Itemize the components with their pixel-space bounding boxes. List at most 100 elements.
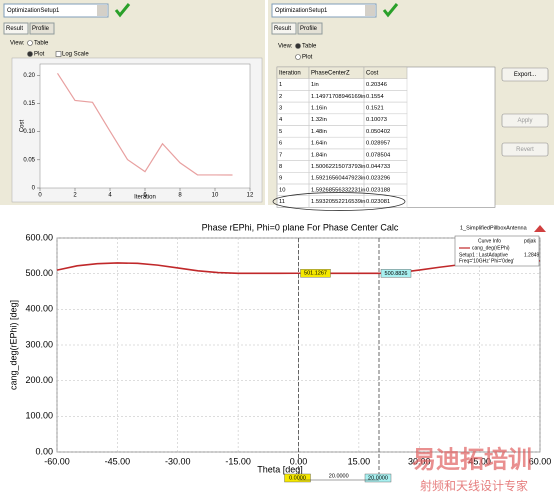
dropdown-arrow[interactable] — [365, 5, 375, 16]
cell — [363, 195, 408, 208]
dropdown[interactable] — [3, 3, 109, 18]
view-label: View: — [10, 41, 25, 47]
check-icon[interactable] — [114, 3, 131, 18]
legend-box — [454, 235, 540, 267]
y-tick-label: 300.00 — [25, 339, 53, 349]
y-tick-label: 600.00 — [25, 232, 53, 242]
cell-text: 0.044733 — [366, 164, 390, 170]
watermark-brand: 易迪拓培训 — [412, 445, 532, 473]
cell-text: 11 — [279, 199, 285, 205]
check-icon[interactable] — [382, 3, 399, 18]
highlight-ring — [272, 192, 406, 211]
y-tick-label: 100.00 — [25, 411, 53, 421]
cell-text: 4 — [279, 117, 283, 123]
dropdown-arrow[interactable] — [97, 5, 107, 16]
button-label: Apply — [517, 118, 532, 124]
option-label: Log Scale — [62, 52, 89, 58]
cell-text: 1.14971708946169in — [311, 94, 365, 100]
tab-label: Profile — [32, 26, 50, 32]
header-text: PhaseCenterZ — [311, 70, 350, 76]
delta-label: 20.0000 — [329, 473, 349, 479]
radio[interactable] — [27, 40, 33, 46]
header-text: Cost — [366, 70, 379, 76]
x-axis-label: Iteration — [134, 195, 156, 201]
cell-text: 0.028957 — [366, 141, 390, 147]
marker-x-box — [364, 473, 392, 483]
x-tick-label: 60.00 — [529, 456, 552, 466]
x-tick-label: 8 — [178, 193, 182, 199]
tab[interactable] — [3, 22, 29, 35]
x-tick-label: 15.00 — [348, 456, 371, 466]
cell-text: 1.64in — [311, 141, 327, 147]
cell-text: 2 — [279, 94, 282, 100]
cell-text: 1.59268556332231in — [311, 187, 365, 193]
cell-text: 0.20346 — [366, 82, 387, 88]
cell-text: 0.1554 — [366, 94, 385, 100]
radio[interactable] — [295, 54, 301, 60]
tab[interactable] — [271, 22, 297, 35]
legend-curve: cang_deg(rEPhi) — [472, 245, 510, 251]
cell-text: 1.59320552216539in — [311, 199, 365, 205]
cell-text: 9 — [279, 176, 282, 182]
cell-text: 0.023296 — [366, 176, 390, 182]
cell-text: 1.16in — [311, 105, 327, 111]
x-tick-label: 4 — [108, 193, 112, 199]
marker-value: 501.1267 — [304, 271, 327, 277]
x-tick-label: -45.00 — [105, 456, 131, 466]
cell-text: 0.078504 — [366, 152, 391, 158]
cell-text: 0.10073 — [366, 117, 387, 123]
cell-text: 1in — [311, 82, 319, 88]
cell-text: 10 — [279, 187, 285, 193]
cell-text: 0.023188 — [366, 187, 390, 193]
cell-text: 1.48in — [311, 129, 327, 135]
marker-label-box — [300, 269, 331, 278]
button[interactable] — [501, 113, 549, 128]
radio[interactable] — [27, 51, 33, 57]
y-axis-label: cang_deg(rEPhi) [deg] — [8, 300, 18, 390]
x-tick-label: 6 — [143, 193, 147, 199]
cell-text: 3 — [279, 105, 282, 111]
x-tick-label: 30.00 — [408, 456, 431, 466]
legend-condition: Freq='10GHz' Phi='0deg' — [459, 258, 514, 264]
cell-text: 0.1521 — [366, 105, 384, 111]
legend-tag: pdjak — [524, 238, 536, 244]
x-tick-label: -15.00 — [225, 456, 251, 466]
cell-text: 1.32in — [311, 117, 327, 123]
legend-setup: Setup1 : LastAdaptive — [459, 252, 508, 258]
y-tick-label: 500.00 — [25, 268, 53, 278]
option-label: Table — [302, 44, 317, 50]
x-tick-label: -30.00 — [165, 456, 191, 466]
dropdown[interactable] — [271, 3, 377, 18]
legend-header: Curve Info — [478, 238, 501, 244]
checkbox[interactable] — [55, 51, 62, 57]
tab-label: Result — [274, 26, 291, 32]
x-tick-label: 45.00 — [468, 456, 491, 466]
radio[interactable] — [295, 43, 301, 49]
x-axis-label: Theta [deg] — [257, 464, 303, 474]
marker-x-label: 20.0000 — [368, 475, 388, 481]
cell-text: 6 — [279, 141, 282, 147]
tab[interactable] — [29, 22, 55, 35]
button[interactable] — [501, 142, 549, 157]
y-tick-label: 0.00 — [35, 446, 53, 456]
cell-text: 5 — [279, 129, 282, 135]
tab[interactable] — [297, 22, 323, 35]
marker-x-label: 0.0000 — [289, 475, 306, 481]
y-tick-label: 0.15 — [23, 101, 35, 107]
plot-area — [39, 63, 251, 189]
option-label: Plot — [302, 55, 313, 61]
x-tick-label: 10 — [212, 193, 219, 199]
marker-label-box — [380, 269, 412, 278]
y-tick-label: 0.10 — [23, 129, 35, 135]
header-text: Iteration — [279, 70, 301, 76]
cell-text: 1.84in — [311, 152, 327, 158]
button[interactable] — [501, 67, 549, 82]
view-label: View: — [278, 44, 293, 50]
cell-text: 1.50062215073793in — [311, 164, 365, 170]
y-tick-label: 400.00 — [25, 304, 53, 314]
dropdown-text: OptimizationSetup1 — [7, 8, 60, 14]
cell-text: 1 — [279, 82, 282, 88]
cell-text: 0.023081 — [366, 199, 390, 205]
marker-x-box — [284, 473, 311, 483]
